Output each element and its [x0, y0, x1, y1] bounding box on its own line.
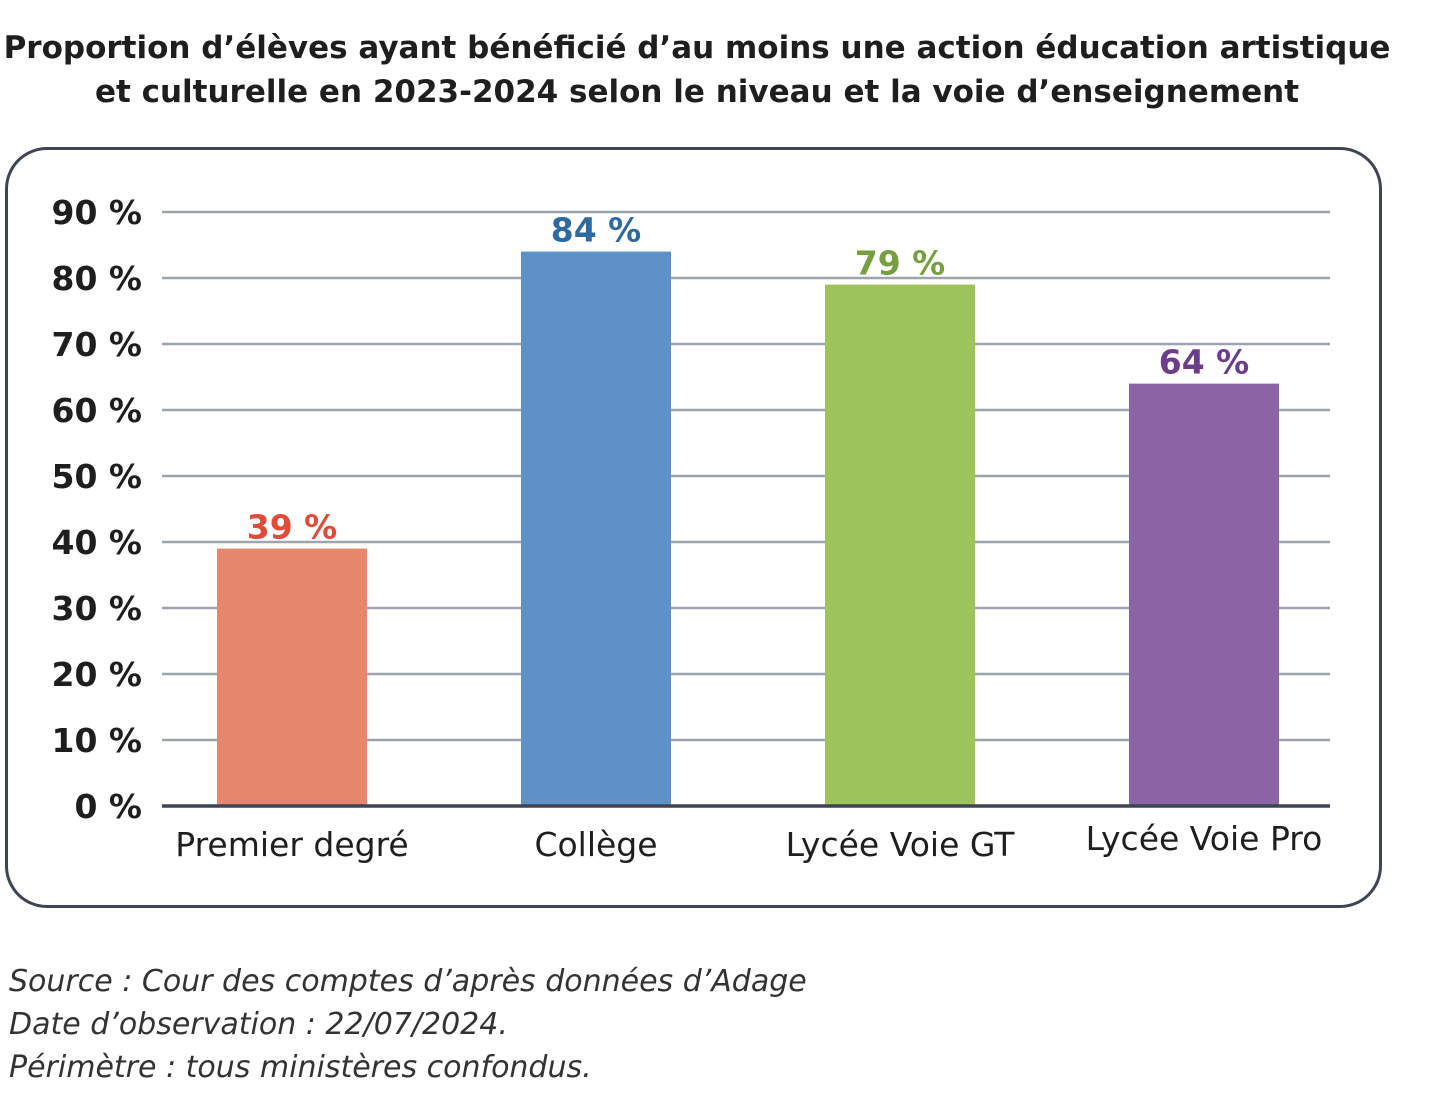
bar-1 — [217, 548, 367, 806]
y-tick-label: 50 % — [52, 457, 142, 496]
y-tick-label: 20 % — [52, 655, 142, 694]
y-tick-label: 80 % — [52, 259, 142, 298]
bar-4 — [1129, 383, 1279, 806]
y-tick-label: 10 % — [52, 721, 142, 760]
chart-title: Proportion d’élèves ayant bénéficié d’au… — [0, 26, 1394, 114]
scope-note: Périmètre : tous ministères confondus. — [9, 1050, 592, 1085]
chart-title-line-2: et culturelle en 2023-2024 selon le nive… — [94, 74, 1300, 110]
chart-title-line-1: Proportion d’élèves ayant bénéficié d’au… — [3, 30, 1391, 66]
x-tick-label: Premier degré — [175, 825, 408, 864]
chart-frame — [5, 147, 1382, 908]
y-tick-label: 60 % — [52, 391, 142, 430]
x-tick-label: Collège — [534, 825, 657, 864]
y-tick-label: 90 % — [52, 193, 142, 232]
x-tick-label: Lycée Voie Pro — [1086, 819, 1323, 858]
y-tick-label: 30 % — [52, 589, 142, 628]
data-label: 64 % — [1159, 343, 1249, 382]
data-label: 79 % — [855, 244, 945, 283]
source-note: Source : Cour des comptes d’après donnée… — [9, 964, 807, 999]
bar-3 — [825, 284, 975, 807]
date-note: Date d’observation : 22/07/2024. — [9, 1007, 508, 1042]
y-tick-label: 0 % — [74, 787, 142, 826]
y-tick-label: 70 % — [52, 325, 142, 364]
data-label: 84 % — [551, 211, 641, 250]
y-tick-label: 40 % — [52, 523, 142, 562]
chart-notes: Source : Cour des comptes d’après donnée… — [9, 960, 807, 1089]
bar-2 — [521, 251, 671, 807]
x-tick-label: Lycée Voie GT — [786, 825, 1016, 864]
data-label: 39 % — [247, 508, 337, 547]
